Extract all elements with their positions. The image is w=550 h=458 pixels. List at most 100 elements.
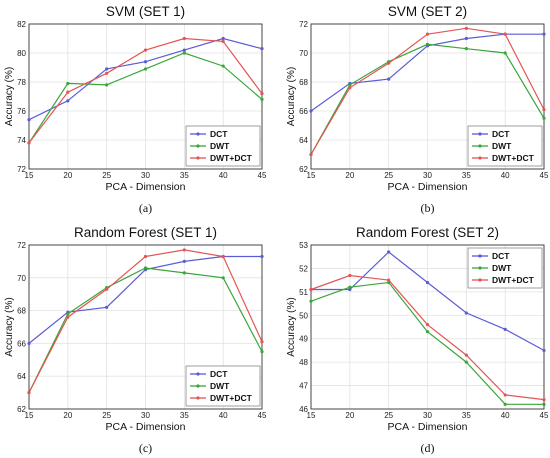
- legend-label: DWT+DCT: [210, 393, 253, 403]
- y-tick-label: 74: [17, 136, 26, 145]
- data-point: [542, 402, 546, 406]
- chart-title: Random Forest (SET 1): [74, 225, 217, 240]
- data-point: [309, 109, 313, 113]
- x-tick-label: 40: [501, 171, 510, 180]
- data-point: [66, 81, 70, 86]
- y-tick-label: 82: [17, 20, 26, 29]
- x-tick-label: 30: [423, 411, 432, 420]
- x-tick-label: 15: [25, 411, 34, 420]
- data-point: [309, 287, 313, 292]
- data-point: [27, 391, 31, 395]
- y-tick-label: 78: [17, 78, 26, 87]
- legend-marker: [196, 132, 200, 136]
- legend-marker: [478, 266, 482, 270]
- data-point: [182, 259, 186, 263]
- data-point: [542, 116, 546, 120]
- y-tick-label: 53: [299, 241, 308, 250]
- legend-label: DWT+DCT: [492, 153, 535, 163]
- legend-label: DCT: [210, 369, 228, 379]
- legend-marker: [478, 132, 482, 136]
- panel-caption: (d): [421, 441, 435, 455]
- data-point: [387, 77, 391, 81]
- x-tick-label: 35: [180, 171, 189, 180]
- data-point: [348, 287, 352, 292]
- data-point: [27, 141, 31, 145]
- data-point: [348, 83, 352, 87]
- legend-label: DWT: [210, 141, 230, 151]
- x-tick-label: 25: [102, 411, 111, 420]
- x-tick-label: 45: [258, 411, 267, 420]
- y-tick-label: 62: [299, 165, 308, 174]
- data-point: [425, 330, 430, 334]
- data-point: [542, 348, 546, 353]
- y-tick-label: 51: [299, 288, 308, 297]
- data-point: [143, 266, 148, 270]
- chart-panel-1: SVM (SET 1) 72 74 76 78 80 82 15 20 25 30 35 40 45 PCA…: [4, 4, 267, 215]
- data-point: [503, 32, 507, 36]
- x-tick-label: 15: [25, 171, 34, 180]
- legend-label: DWT: [492, 141, 512, 151]
- data-point: [503, 402, 507, 406]
- data-point: [66, 315, 70, 319]
- x-tick-label: 40: [501, 411, 510, 420]
- x-tick-label: 15: [307, 411, 316, 420]
- data-point: [464, 311, 468, 315]
- x-tick-label: 35: [462, 411, 471, 420]
- data-point: [182, 36, 186, 41]
- data-point: [27, 341, 31, 345]
- y-tick-label: 66: [299, 107, 308, 116]
- data-point: [66, 312, 70, 316]
- data-point: [221, 36, 225, 41]
- data-point: [143, 67, 148, 71]
- data-point: [260, 47, 264, 51]
- y-tick-label: 76: [17, 107, 26, 116]
- x-axis-label: PCA - Dimension: [388, 421, 468, 433]
- panel-caption: (c): [139, 441, 152, 455]
- legend-marker: [196, 384, 200, 388]
- legend-label: DWT+DCT: [492, 275, 535, 285]
- data-point: [387, 61, 391, 65]
- data-point: [143, 60, 148, 64]
- legend-marker: [196, 144, 200, 148]
- data-point: [260, 97, 264, 101]
- x-tick-label: 25: [102, 171, 111, 180]
- x-tick-label: 25: [384, 171, 393, 180]
- legend: DCT DWT DWT+DCT: [185, 365, 261, 407]
- legend-label: DCT: [210, 129, 228, 139]
- y-tick-label: 70: [299, 49, 308, 58]
- data-point: [105, 67, 109, 71]
- y-axis-label: Accuracy (%): [286, 297, 297, 356]
- x-tick-label: 30: [141, 411, 150, 420]
- legend-marker: [478, 156, 482, 160]
- data-point: [66, 99, 70, 103]
- y-tick-label: 64: [299, 136, 308, 145]
- data-point: [260, 254, 264, 259]
- chart-title: Random Forest (SET 2): [356, 225, 499, 240]
- data-point: [464, 353, 468, 357]
- chart-panel-2: SVM (SET 2) 62 64 66 68 70 72 15 20 25 30 35 40 45 PCA…: [286, 4, 549, 215]
- legend-marker: [478, 254, 482, 258]
- legend-label: DWT: [492, 263, 512, 273]
- x-tick-label: 25: [384, 411, 393, 420]
- legend: DCT DWT DWT+DCT: [467, 247, 543, 289]
- legend-marker: [196, 372, 200, 376]
- y-tick-label: 62: [17, 405, 26, 414]
- data-point: [387, 250, 391, 254]
- legend-label: DWT+DCT: [210, 153, 253, 163]
- data-point: [182, 51, 186, 55]
- x-tick-label: 45: [258, 171, 267, 180]
- legend-label: DCT: [492, 129, 510, 139]
- data-point: [348, 86, 352, 90]
- data-point: [221, 39, 225, 44]
- data-point: [425, 32, 430, 36]
- data-point: [425, 280, 430, 285]
- data-point: [143, 48, 148, 52]
- data-point: [309, 299, 313, 303]
- data-point: [464, 26, 468, 30]
- data-point: [182, 248, 186, 252]
- data-point: [464, 360, 468, 364]
- y-axis-label: Accuracy (%): [4, 67, 15, 126]
- legend-marker: [478, 278, 482, 282]
- y-tick-label: 72: [17, 165, 26, 174]
- y-tick-label: 68: [17, 307, 26, 316]
